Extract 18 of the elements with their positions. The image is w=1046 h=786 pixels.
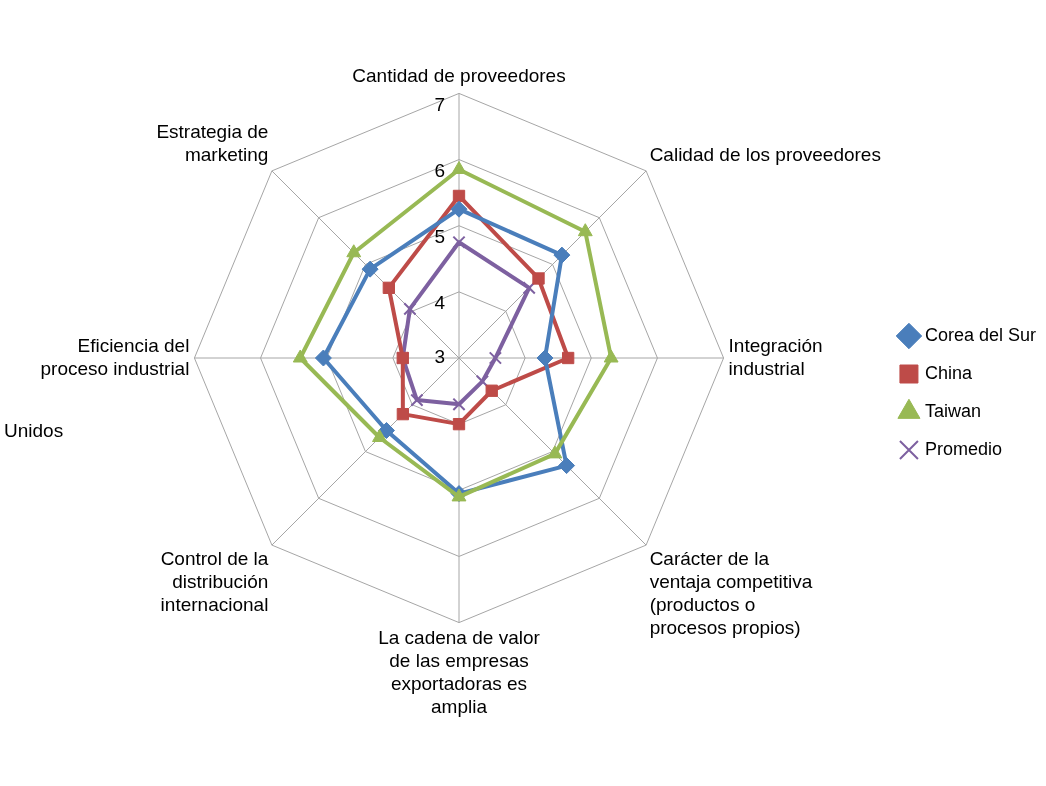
spoke-label: Calidad de los proveedores xyxy=(649,144,881,166)
spoke-label: La cadena de valor de las empresas exportadoras es amplia xyxy=(378,627,541,717)
legend-label: Corea del Sur xyxy=(924,324,1037,345)
spoke-label: Integración industrial xyxy=(728,334,823,379)
y-tick-label: 4 xyxy=(434,292,446,314)
y-tick-label: 3 xyxy=(434,346,445,368)
legend-label: Promedio xyxy=(924,438,1002,459)
spoke-label: Eficiencia del proceso industrial xyxy=(40,334,190,379)
y-tick-label: 7 xyxy=(434,93,445,115)
spoke-label: Carácter de la ventaja competitiva (productos o procesos propios) xyxy=(649,548,813,638)
text: Unidos xyxy=(4,420,64,442)
legend-label: Taiwan xyxy=(924,400,981,421)
spoke-label: Cantidad de proveedores xyxy=(352,65,566,87)
legend-label: China xyxy=(924,362,973,383)
y-tick-label: 6 xyxy=(434,159,445,181)
spoke-label: Control de la distribución internacional xyxy=(160,548,269,615)
y-tick-label: 5 xyxy=(434,225,445,247)
spoke-label: Estrategia de marketing xyxy=(156,121,269,166)
